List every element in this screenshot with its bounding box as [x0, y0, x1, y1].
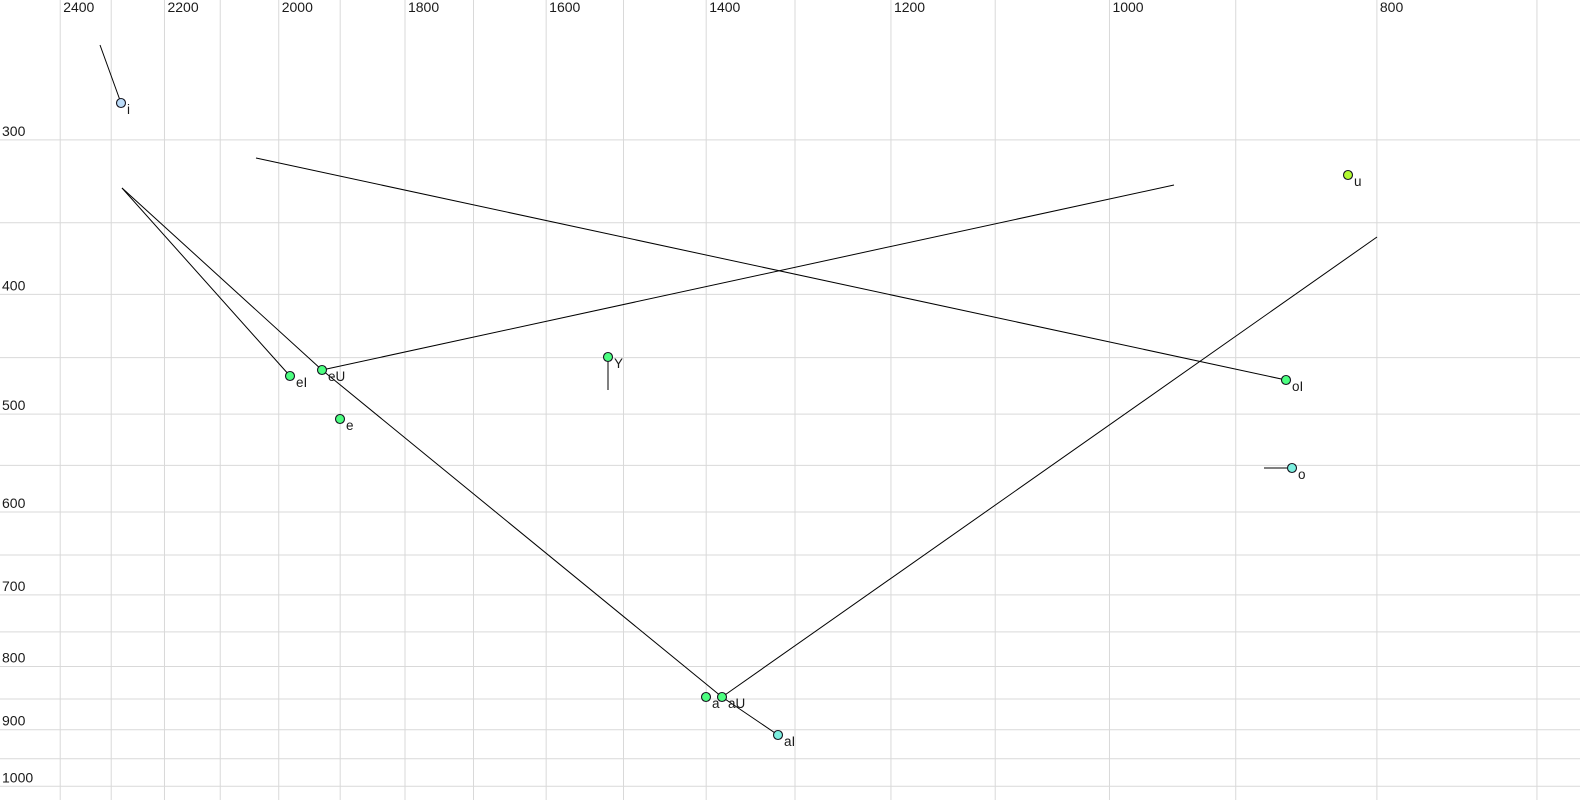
svg-text:oI: oI — [1292, 379, 1303, 394]
svg-text:a: a — [712, 696, 720, 711]
svg-text:aI: aI — [784, 734, 795, 749]
svg-text:o: o — [1298, 467, 1306, 482]
svg-text:e: e — [346, 418, 354, 433]
svg-text:1600: 1600 — [549, 0, 580, 15]
svg-text:700: 700 — [2, 578, 26, 594]
svg-text:600: 600 — [2, 495, 26, 511]
svg-text:u: u — [1354, 174, 1362, 189]
svg-text:aU: aU — [728, 696, 745, 711]
svg-text:500: 500 — [2, 397, 26, 413]
svg-text:i: i — [127, 102, 130, 117]
svg-text:eU: eU — [328, 369, 345, 384]
svg-text:1400: 1400 — [709, 0, 740, 15]
svg-text:2400: 2400 — [63, 0, 94, 15]
svg-text:Y: Y — [614, 356, 623, 371]
svg-text:1000: 1000 — [1112, 0, 1143, 15]
svg-text:800: 800 — [2, 650, 26, 666]
svg-text:300: 300 — [2, 123, 26, 139]
svg-text:eI: eI — [296, 375, 307, 390]
svg-text:1200: 1200 — [894, 0, 925, 15]
svg-text:400: 400 — [2, 277, 26, 293]
svg-text:2000: 2000 — [282, 0, 313, 15]
svg-text:900: 900 — [2, 713, 26, 729]
svg-text:2200: 2200 — [167, 0, 198, 15]
svg-text:1800: 1800 — [408, 0, 439, 15]
svg-text:800: 800 — [1380, 0, 1404, 15]
svg-text:1000: 1000 — [2, 769, 33, 785]
